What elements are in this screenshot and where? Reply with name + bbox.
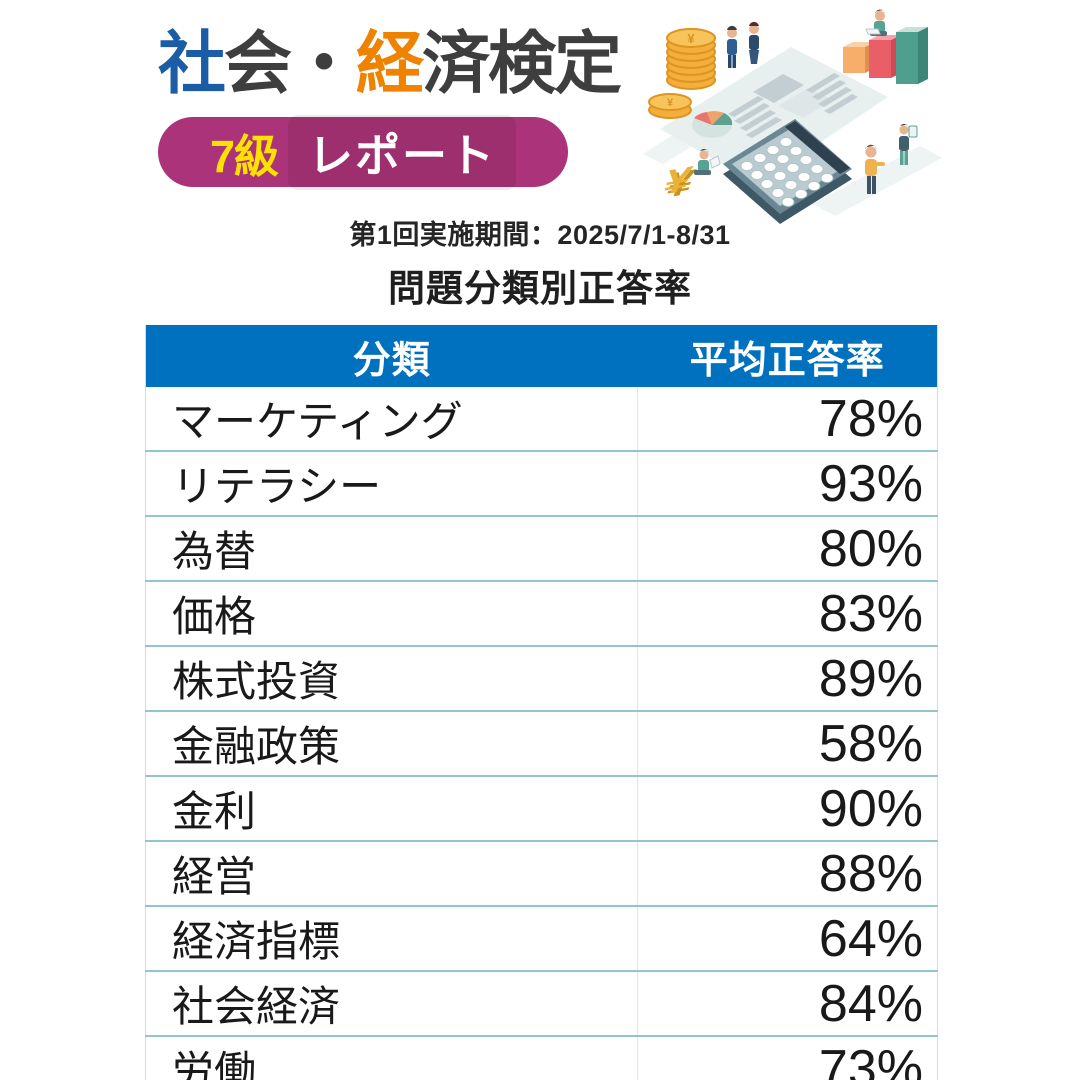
table-row: 為替 80%: [145, 516, 938, 582]
header-category: 分類: [145, 325, 638, 387]
category-cell: マーケティング: [145, 387, 638, 452]
pie-chart-icon: [692, 111, 733, 138]
section-title: 問題分類別正答率: [388, 268, 692, 309]
table-row: 経営 88%: [145, 841, 938, 907]
badge-level-text: 7級: [209, 130, 279, 182]
person-tablet-icon: [899, 123, 918, 165]
results-table-wrap: 分類 平均正答率 マーケティング 78% リテラシー 93% 為替 80%: [145, 325, 938, 1080]
logo-chars-zaikentei: 済検定: [422, 26, 622, 102]
table-row: 金利 90%: [145, 776, 938, 842]
header-illustration: ¥ ¥: [643, 9, 942, 224]
sitting-person-icon: [694, 148, 721, 175]
table-row: 社会経済 84%: [145, 971, 938, 1037]
level-badge: 7級 レポート: [158, 114, 568, 190]
rate-cell: 90%: [637, 776, 938, 842]
rate-cell: 73%: [637, 1036, 938, 1080]
logo: 社会・経済検定 7級 レポート: [158, 22, 628, 190]
table-header-row: 分類 平均正答率: [145, 325, 938, 387]
logo-chars-kai: 会・: [224, 26, 358, 102]
table-row: 金融政策 58%: [145, 711, 938, 777]
table-row: 労働 73%: [145, 1036, 938, 1080]
logo-title: 社会・経済検定: [158, 22, 628, 107]
sitting-person-icon: [865, 9, 887, 36]
rate-cell: 83%: [637, 581, 938, 647]
rate-cell: 80%: [637, 516, 938, 582]
rate-cell: 89%: [637, 646, 938, 712]
coin-yen-mark: ¥: [667, 97, 674, 109]
header-rate: 平均正答率: [637, 325, 938, 387]
bar-chart-icon: [843, 9, 928, 84]
newspaper-icon: [643, 47, 942, 216]
category-cell: 価格: [145, 581, 638, 647]
badge-label-text: レポート: [308, 129, 497, 181]
person-yellow-icon: [865, 144, 885, 194]
table-row: 経済指標 64%: [145, 906, 938, 972]
table-row: 株式投資 89%: [145, 646, 938, 712]
calculator-icon: [723, 119, 852, 224]
results-table: 分類 平均正答率 マーケティング 78% リテラシー 93% 為替 80%: [145, 325, 938, 1080]
rate-cell: 88%: [637, 841, 938, 907]
category-cell: 金利: [145, 776, 638, 842]
table-row: 価格 83%: [145, 581, 938, 647]
category-cell: 経済指標: [145, 906, 638, 972]
coin-stack-icon: ¥: [666, 28, 716, 90]
coins-icon: ¥: [648, 93, 692, 119]
category-cell: リテラシー: [145, 451, 638, 517]
category-cell: 為替: [145, 516, 638, 582]
rate-cell: 93%: [637, 451, 938, 517]
period-text: 第1回実施期間：2025/7/1-8/31: [349, 220, 731, 250]
logo-char-sha: 社: [158, 26, 226, 102]
category-cell: 株式投資: [145, 646, 638, 712]
coin-yen-mark: ¥: [687, 31, 695, 46]
category-cell: 金融政策: [145, 711, 638, 777]
rate-cell: 78%: [637, 387, 938, 452]
category-cell: 社会経済: [145, 971, 638, 1037]
table-row: マーケティング 78%: [145, 387, 938, 452]
rate-cell: 58%: [637, 711, 938, 777]
badge-label-box: レポート: [288, 114, 517, 190]
category-cell: 経営: [145, 841, 638, 907]
rate-cell: 84%: [637, 971, 938, 1037]
people-icon: [726, 21, 759, 68]
rate-cell: 64%: [637, 906, 938, 972]
logo-char-kei: 経: [356, 26, 424, 102]
table-row: リテラシー 93%: [145, 451, 938, 517]
category-cell: 労働: [145, 1036, 638, 1080]
